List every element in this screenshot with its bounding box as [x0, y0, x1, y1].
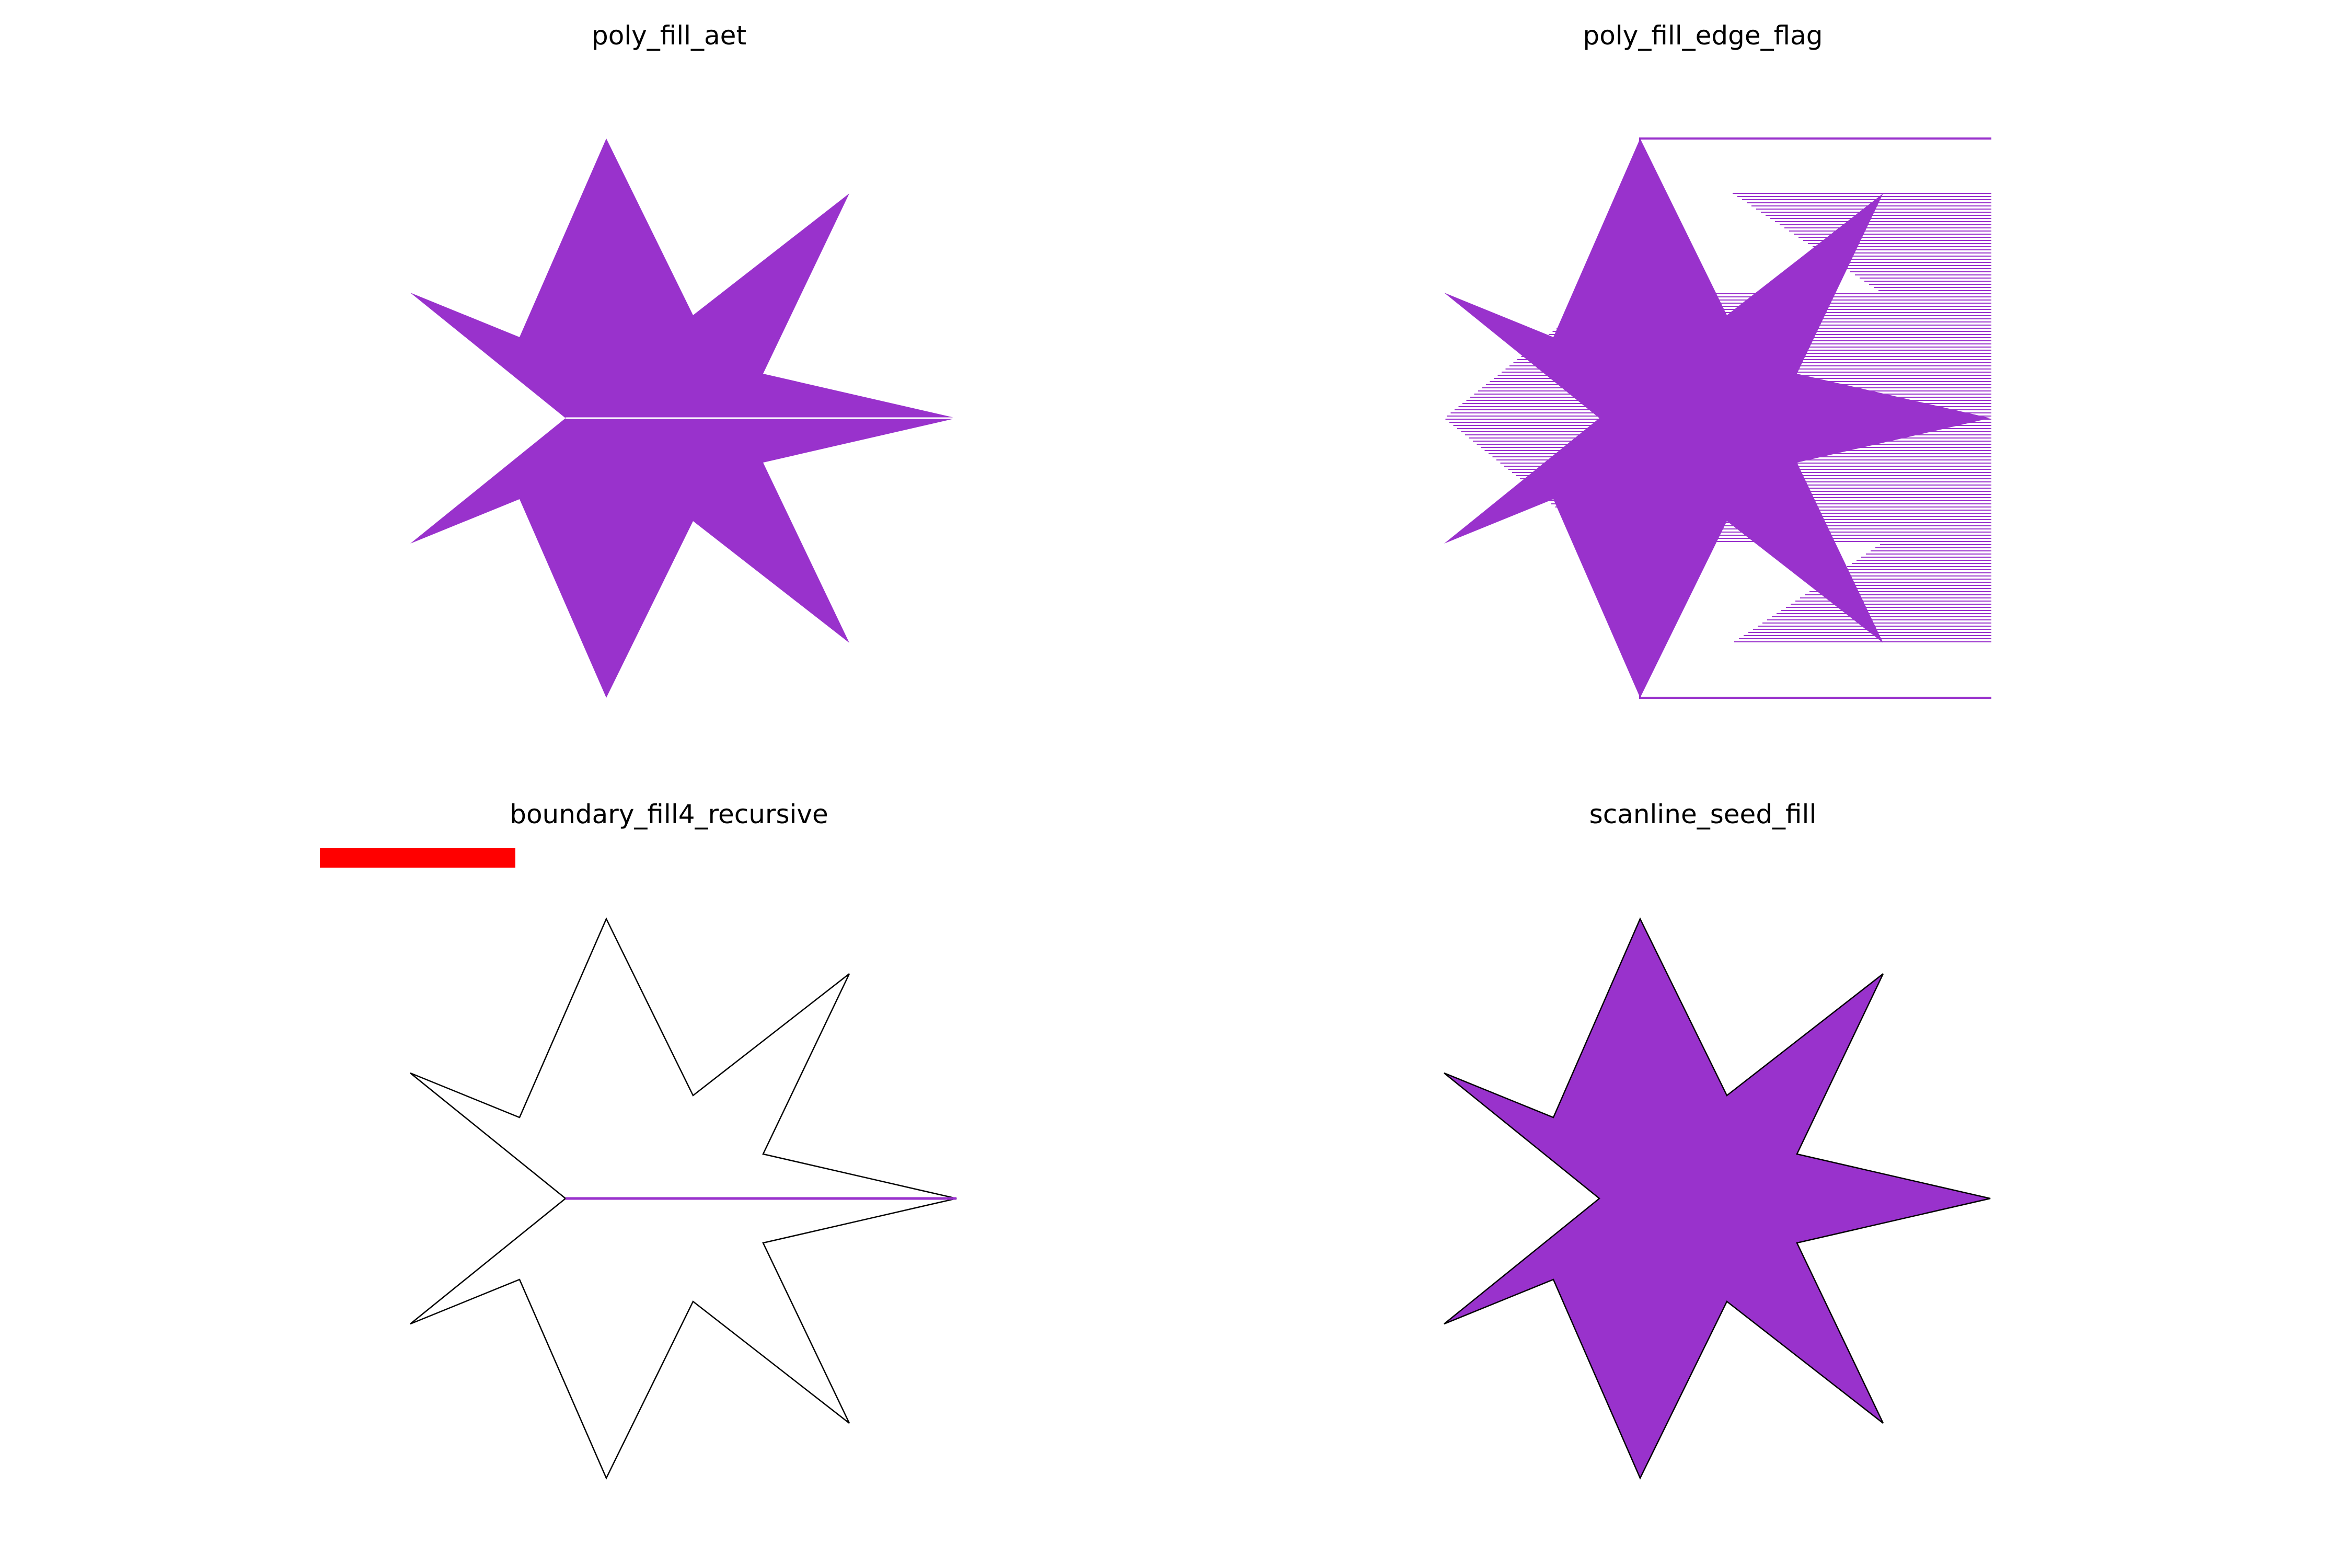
- panel-title: poly_fill_edge_flag: [1583, 20, 1823, 51]
- panel-boundary-fill4-recursive: boundary_fill4_recursive: [320, 799, 956, 1478]
- panel-poly-fill-edge-flag: poly_fill_edge_flag: [1444, 20, 1991, 698]
- panel-poly-fill-aet: poly_fill_aet: [410, 20, 956, 698]
- panel-title: scanline_seed_fill: [1589, 799, 1817, 829]
- filled-star: [1444, 919, 1990, 1478]
- red-bar: [320, 848, 515, 868]
- panel-title: boundary_fill4_recursive: [510, 799, 828, 829]
- panel-title: poly_fill_aet: [592, 20, 746, 51]
- panel-scanline-seed-fill: scanline_seed_fill: [1444, 799, 1990, 1478]
